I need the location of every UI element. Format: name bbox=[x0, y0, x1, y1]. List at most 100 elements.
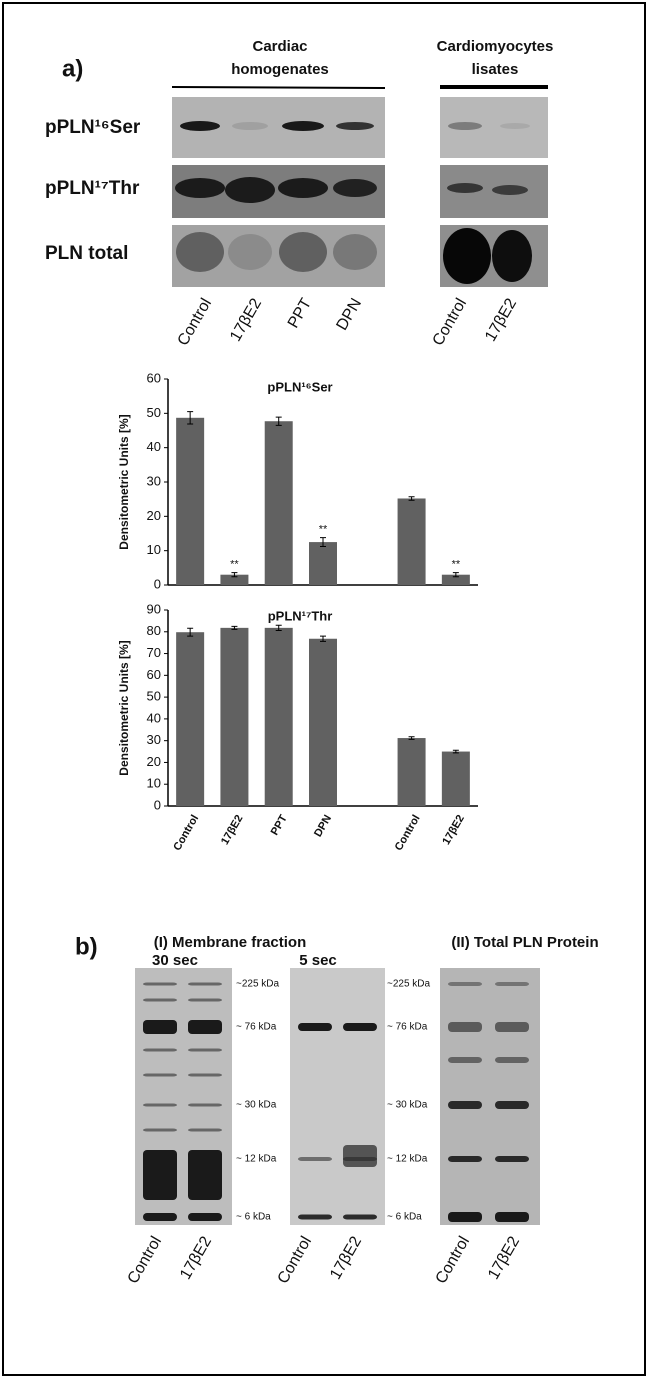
gel-band bbox=[143, 1150, 177, 1200]
gel-band bbox=[343, 1215, 377, 1220]
marker-label: ~ 12 kDa bbox=[387, 1154, 428, 1165]
blot-band bbox=[492, 185, 528, 195]
bar bbox=[220, 628, 248, 806]
marker-label: ~ 76 kDa bbox=[387, 1022, 428, 1033]
blot-band bbox=[336, 122, 374, 130]
marker-label: ~225 kDa bbox=[236, 979, 280, 990]
exposure-label: 30 sec bbox=[152, 952, 198, 969]
group-label: Cardiomyocytes bbox=[437, 38, 554, 55]
y-tick-label: 60 bbox=[147, 370, 161, 385]
gel-band bbox=[448, 1022, 482, 1032]
y-axis-label: Densitometric Units [%] bbox=[117, 414, 131, 549]
lane-label: 17βE2 bbox=[482, 296, 520, 345]
section-label: (I) Membrane fraction bbox=[154, 934, 307, 951]
panel-label: b) bbox=[75, 933, 98, 960]
gel-band bbox=[495, 1057, 529, 1063]
figure: a) Cardiac homogenates Cardiomyocytes li… bbox=[0, 0, 649, 1379]
significance-label: ** bbox=[319, 524, 328, 536]
gel-band bbox=[298, 1023, 332, 1031]
lane-label: 17βE2 bbox=[227, 296, 265, 345]
gel-band bbox=[448, 982, 482, 986]
y-tick-label: 10 bbox=[147, 542, 161, 557]
gel-band bbox=[188, 1213, 222, 1221]
marker-label: ~ 30 kDa bbox=[236, 1100, 277, 1111]
lane-label: Control bbox=[433, 1234, 474, 1287]
gel-band bbox=[448, 1057, 482, 1063]
gel-band bbox=[143, 1020, 177, 1034]
y-tick-label: 10 bbox=[147, 776, 161, 791]
x-tick-label: PPT bbox=[269, 813, 290, 838]
gel-band bbox=[188, 1020, 222, 1034]
gel-band bbox=[188, 1074, 222, 1077]
y-tick-label: 70 bbox=[147, 645, 161, 660]
y-tick-label: 30 bbox=[147, 732, 161, 747]
gel-band bbox=[143, 1074, 177, 1077]
bar bbox=[176, 632, 204, 806]
y-tick-label: 50 bbox=[147, 689, 161, 704]
bar bbox=[176, 418, 204, 585]
gel bbox=[290, 968, 385, 1225]
marker-label: ~ 6 kDa bbox=[236, 1212, 271, 1223]
blot-band bbox=[282, 121, 324, 131]
marker-label: ~ 76 kDa bbox=[236, 1022, 277, 1033]
x-tick-label: 17βE2 bbox=[440, 813, 467, 847]
bar bbox=[309, 639, 337, 806]
gel-band bbox=[495, 1101, 529, 1109]
y-tick-label: 0 bbox=[154, 797, 161, 812]
gel-band bbox=[188, 1129, 222, 1132]
chart-title: pPLN¹⁶Ser bbox=[267, 379, 332, 394]
x-tick-label: Control bbox=[171, 813, 201, 853]
lane-label: 17βE2 bbox=[485, 1234, 523, 1283]
blot-band bbox=[492, 230, 532, 282]
y-axis-label: Densitometric Units [%] bbox=[117, 640, 131, 775]
bar bbox=[309, 542, 337, 585]
gel-band bbox=[188, 999, 222, 1002]
gel-band bbox=[495, 1156, 529, 1162]
y-tick-label: 60 bbox=[147, 667, 161, 682]
y-tick-label: 40 bbox=[147, 439, 161, 454]
lane-label: PPT bbox=[285, 295, 315, 331]
group-label: Cardiac bbox=[252, 38, 307, 55]
marker-label: ~ 6 kDa bbox=[387, 1212, 422, 1223]
lane-label: DPN bbox=[334, 296, 366, 334]
significance-label: ** bbox=[230, 559, 239, 571]
gel-band bbox=[143, 1213, 177, 1221]
lane-label: Control bbox=[175, 296, 216, 349]
blot-row-label: PLN total bbox=[45, 243, 128, 264]
blot-band bbox=[333, 179, 377, 197]
lane-label: Control bbox=[125, 1234, 166, 1287]
blot-band bbox=[180, 121, 220, 131]
panel-label: a) bbox=[62, 55, 83, 82]
y-tick-label: 50 bbox=[147, 405, 161, 420]
gel-band bbox=[495, 1212, 529, 1222]
marker-label: ~225 kDa bbox=[387, 979, 431, 990]
gel-band bbox=[188, 983, 222, 986]
section-label: (II) Total PLN Protein bbox=[451, 934, 598, 951]
marker-label: ~ 30 kDa bbox=[387, 1100, 428, 1111]
significance-label: ** bbox=[452, 559, 461, 571]
lane-label: Control bbox=[430, 296, 471, 349]
gel-band bbox=[143, 1104, 177, 1107]
marker-label: ~ 12 kDa bbox=[236, 1154, 277, 1165]
gel-band bbox=[448, 1212, 482, 1222]
gel-band bbox=[143, 1129, 177, 1132]
gel-band bbox=[448, 1101, 482, 1109]
y-tick-label: 0 bbox=[154, 576, 161, 591]
group-label: homogenates bbox=[231, 61, 329, 78]
gel-band bbox=[298, 1157, 332, 1161]
y-tick-label: 20 bbox=[147, 508, 161, 523]
gel-band bbox=[343, 1023, 377, 1031]
gel-band bbox=[143, 1049, 177, 1052]
group-line bbox=[172, 87, 385, 88]
blot-band bbox=[278, 178, 328, 198]
y-tick-label: 40 bbox=[147, 710, 161, 725]
bar bbox=[265, 628, 293, 806]
blot-row-label: pPLN¹⁷Thr bbox=[45, 178, 140, 199]
blot-band bbox=[232, 122, 268, 130]
x-tick-label: Control bbox=[393, 813, 423, 853]
blot-band bbox=[225, 177, 275, 203]
gel-band bbox=[143, 999, 177, 1002]
lane-label: Control bbox=[275, 1234, 316, 1287]
x-tick-label: DPN bbox=[312, 813, 334, 839]
bar bbox=[442, 752, 470, 806]
